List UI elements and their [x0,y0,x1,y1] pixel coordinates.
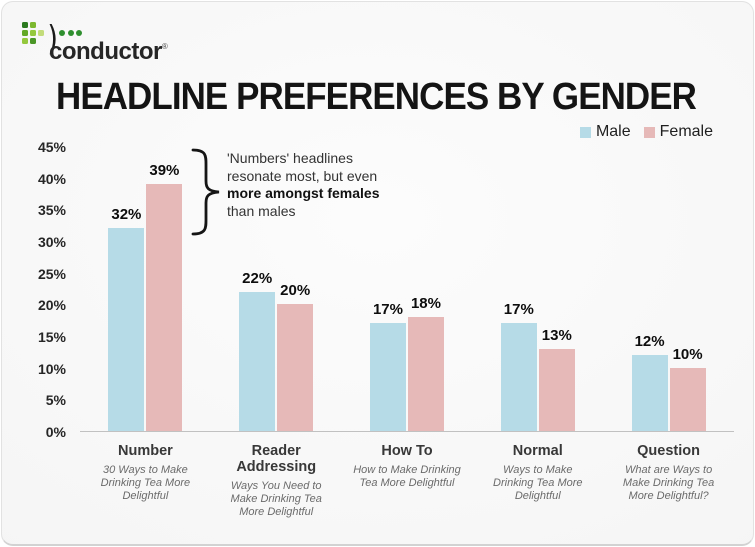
bar-group: 17% 18% [342,147,473,431]
x-axis-labels: Number 30 Ways to Make Drinking Tea More … [80,443,734,519]
x-category-example: 30 Ways to Make Drinking Tea More Deligh… [100,464,191,502]
bar-female [538,348,575,431]
bar-chart-plot: 32% 39% 22% 20% 17% 18% 17% 13% 12% 10% [80,147,734,432]
bar-column-female: 10% [669,147,706,431]
x-category-cell: Number 30 Ways to Make Drinking Tea More … [80,443,211,519]
bar-value-label: 17% [372,301,403,319]
bar-group: 17% 13% [472,147,603,431]
x-category-cell: Question What are Ways to Make Drinking T… [603,443,734,519]
legend-item-male: Male [579,123,631,141]
bar-column-male: 22% [239,147,276,431]
x-category-cell: Reader Addressing Ways You Need to Make D… [211,443,342,519]
annotation-text: 'Numbers' headlines resonate most, but e… [227,150,380,219]
x-category-label: How To [381,443,433,459]
bar-column-female: 39% [146,147,183,431]
bar-male [239,291,276,431]
bar-value-label: 22% [242,269,273,287]
male-swatch-icon [579,126,591,138]
bar-value-label: 13% [541,326,572,344]
bar-female [669,367,706,431]
x-category-example: How to Make Drinking Tea More Delightful [353,464,461,489]
bar-column-female: 20% [277,147,314,431]
y-tick-label: 45% [37,139,66,155]
bar-value-label: 17% [503,301,534,319]
bar-female [146,184,183,431]
chart-legend: Male Female [579,123,713,141]
y-tick-label: 0% [45,424,66,440]
page-title: HEADLINE PREFERENCES BY GENDER [56,76,697,118]
y-tick-label: 10% [37,360,66,377]
bar-male [500,323,537,431]
x-category-cell: Normal Ways to Make Drinking Tea More Del… [472,443,603,519]
bar-value-label: 32% [111,206,142,224]
y-tick-label: 40% [37,170,66,187]
logo-dots-icon [59,30,82,36]
logo-wordmark: conductor® [49,38,168,65]
bar-column-male: 12% [631,147,668,431]
legend-label: Female [659,123,713,140]
x-category-example: Ways to Make Drinking Tea More Delightfu… [493,464,583,502]
bar-value-label: 18% [410,295,441,312]
bar-column-male: 32% [108,147,145,431]
bar-value-label: 10% [672,345,703,363]
logo-paren-icon: ) [47,19,58,59]
annotation-brace-icon [191,148,220,236]
bar-column-female: 13% [538,147,575,431]
x-category-example: What are Ways to Make Drinking Tea More … [622,464,715,502]
female-swatch-icon [643,126,655,138]
legend-label: Male [595,123,631,140]
y-tick-label: 20% [37,297,66,314]
y-tick-label: 25% [37,265,66,282]
y-axis: 0% 5% 10% 15% 20% 25% 30% 35% 40% 45% [2,139,66,440]
bar-male [369,323,406,431]
bar-male [631,355,668,431]
bar-column-male: 17% [369,147,406,431]
bar-value-label: 20% [280,282,311,300]
x-category-label: Number [118,443,173,459]
bar-group: 22% 20% [211,147,342,431]
bar-group: 32% 39% [80,147,211,431]
y-tick-label: 30% [37,234,66,250]
x-category-label: Reader Addressing [236,443,317,475]
bar-female [407,317,444,431]
bar-male [108,228,145,431]
bar-female [277,304,314,431]
y-tick-label: 35% [37,202,66,219]
bar-column-male: 17% [500,147,537,431]
y-tick-label: 5% [45,392,66,409]
legend-item-female: Female [643,123,713,141]
bar-value-label: 39% [149,162,180,179]
bar-column-female: 18% [407,147,444,431]
x-category-label: Question [637,443,700,459]
bar-value-label: 12% [634,333,665,350]
registered-mark: ® [161,42,168,51]
x-category-cell: How To How to Make Drinking Tea More Deli… [342,443,473,519]
x-category-label: Normal [512,443,563,459]
bar-group: 12% 10% [603,147,734,431]
y-tick-label: 15% [37,329,66,345]
x-category-example: Ways You Need to Make Drinking Tea More … [230,480,322,518]
